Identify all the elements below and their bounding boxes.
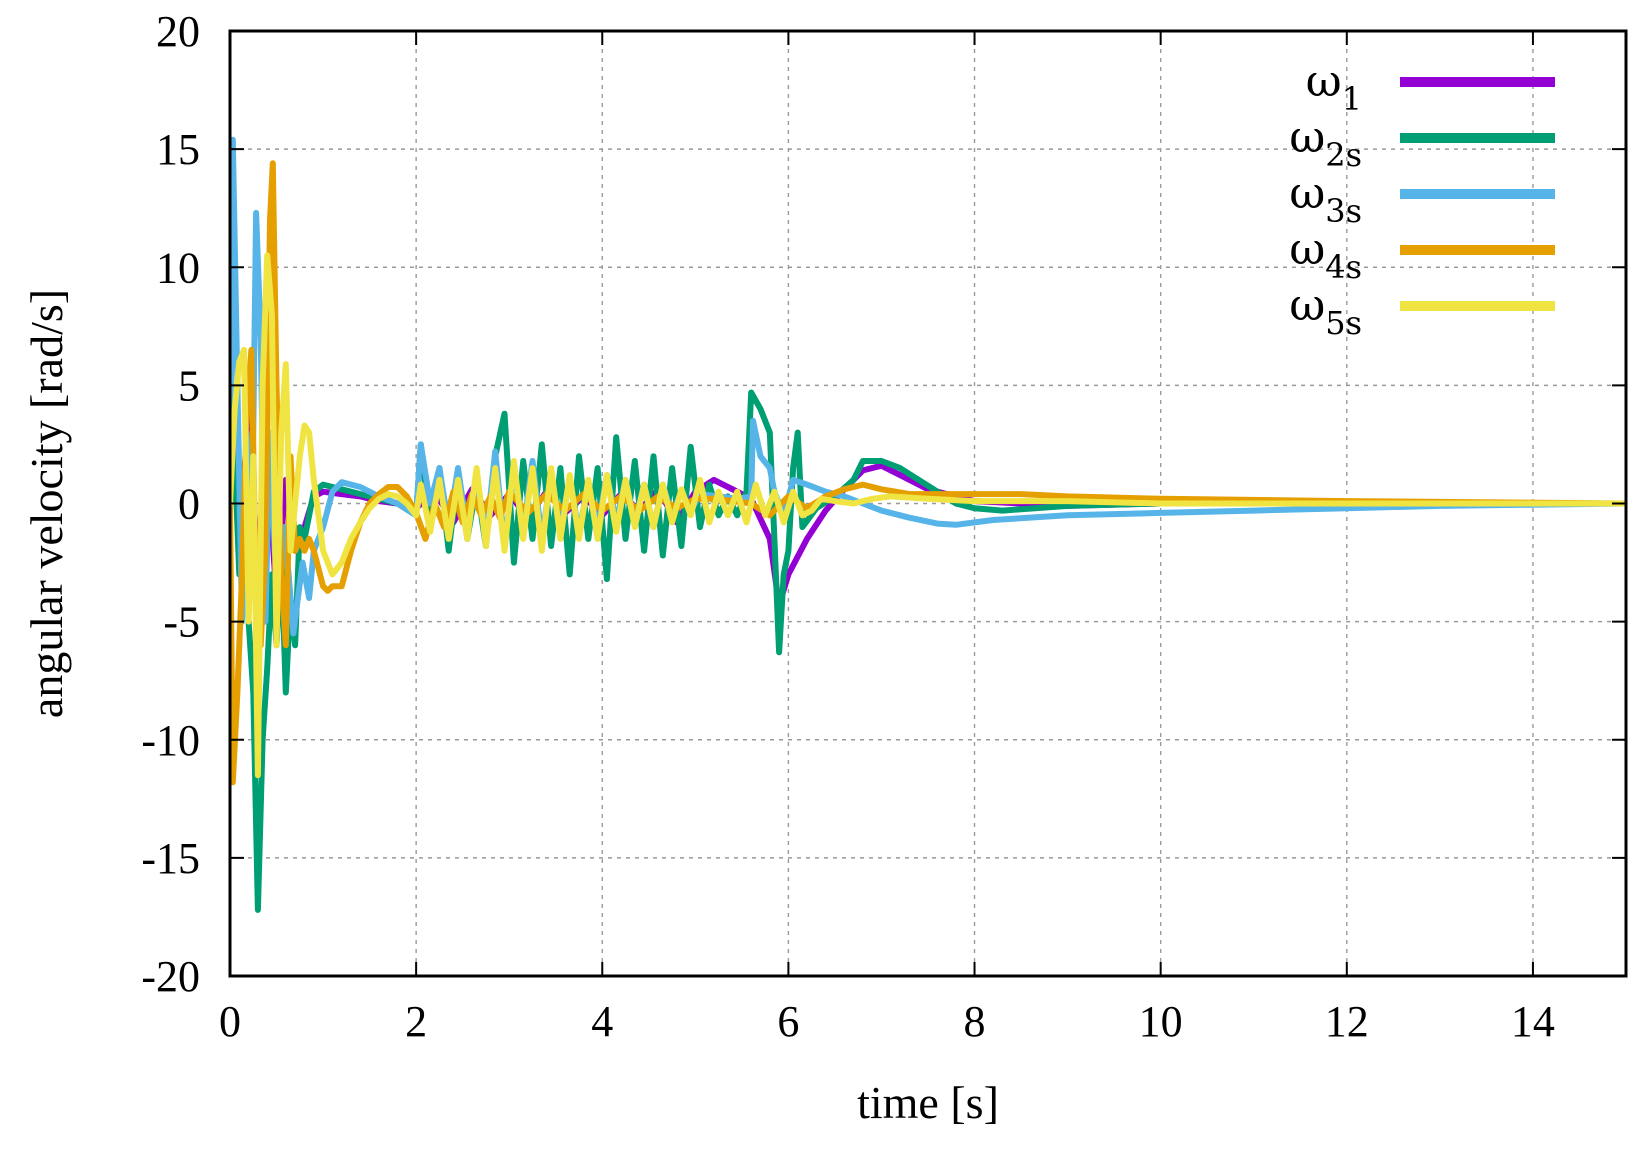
x-tick-label: 0 [219,997,241,1046]
x-tick-label: 6 [777,997,799,1046]
x-tick-label: 12 [1325,997,1369,1046]
legend-label-ω1: ω1 [1306,56,1362,118]
legend-label-ω4s: ω4s [1289,224,1362,286]
x-tick-label: 2 [405,997,427,1046]
y-tick-label: -5 [163,598,200,647]
ticks: 0 2 4 6 8 10 12 14 -20 -15 -10 -5 0 5 10 15 20 [141,7,1626,1046]
x-tick-label: 8 [964,997,986,1046]
legend-label-ω3s: ω3s [1289,168,1362,230]
y-tick-label: -20 [141,952,200,1001]
y-axis-label: angular velocity [rad/s] [21,289,72,718]
series-line-ω3s [230,136,1626,637]
y-tick-label: 0 [178,480,200,529]
x-tick-label: 14 [1511,997,1555,1046]
y-tick-label: 10 [156,243,200,292]
legend-label-ω2s: ω2s [1289,112,1362,174]
x-tick-label: 10 [1139,997,1183,1046]
x-axis-label: time [s] [857,1077,999,1128]
y-tick-label: 5 [178,361,200,410]
x-tick-label: 4 [591,997,613,1046]
series-line-ω5s [230,252,1626,779]
y-tick-label: 15 [156,125,200,174]
y-tick-label: 20 [156,7,200,56]
y-tick-label: -15 [141,834,200,883]
series-layer [230,136,1626,913]
y-tick-label: -10 [141,716,200,765]
legend-label-ω5s: ω5s [1289,280,1362,342]
